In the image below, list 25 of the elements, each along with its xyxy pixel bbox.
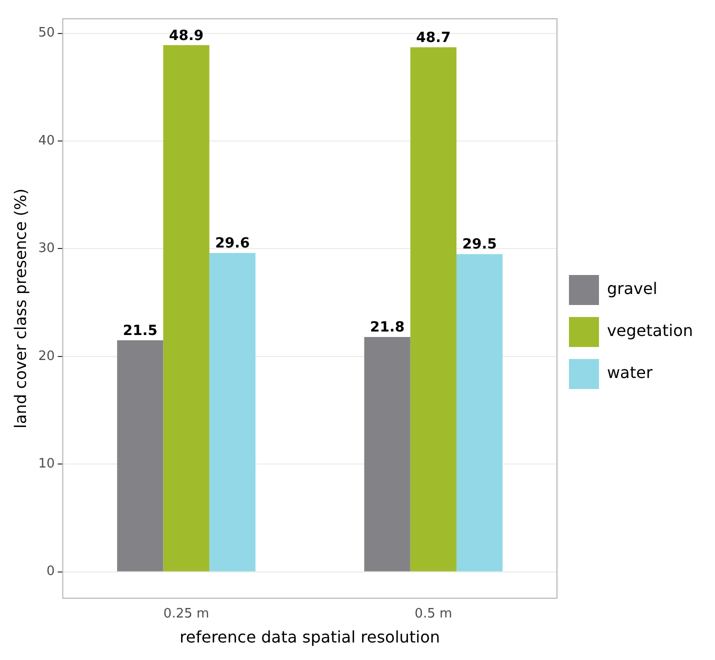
y-tick-label: 50 [38,26,55,41]
x-tick-label: 0.5 m [414,606,452,622]
legend-label: gravel [606,279,658,298]
x-tick-label: 0.25 m [163,606,210,622]
bar [163,45,210,572]
data-label: 21.5 [122,322,158,339]
y-tick-label: 30 [38,241,55,256]
legend-label: water [606,363,653,382]
data-label: 48.9 [169,28,204,44]
data-label: 21.8 [370,320,405,336]
data-label: 29.6 [215,236,250,252]
legend-label: vegetation [606,321,694,340]
bar [209,253,256,572]
bar [364,337,410,572]
bar [456,254,503,572]
y-tick-label: 0 [46,564,55,580]
x-axis-title: reference data spatial resolution [180,628,440,647]
y-tick-label: 40 [38,133,55,148]
data-label: 48.7 [416,30,451,46]
y-tick-label: 10 [38,456,55,472]
bar [117,340,164,572]
data-label: 29.5 [462,236,497,253]
y-tick-label: 20 [38,348,55,364]
bar [410,47,456,572]
y-axis-title: land cover class presence (%) [10,188,30,428]
